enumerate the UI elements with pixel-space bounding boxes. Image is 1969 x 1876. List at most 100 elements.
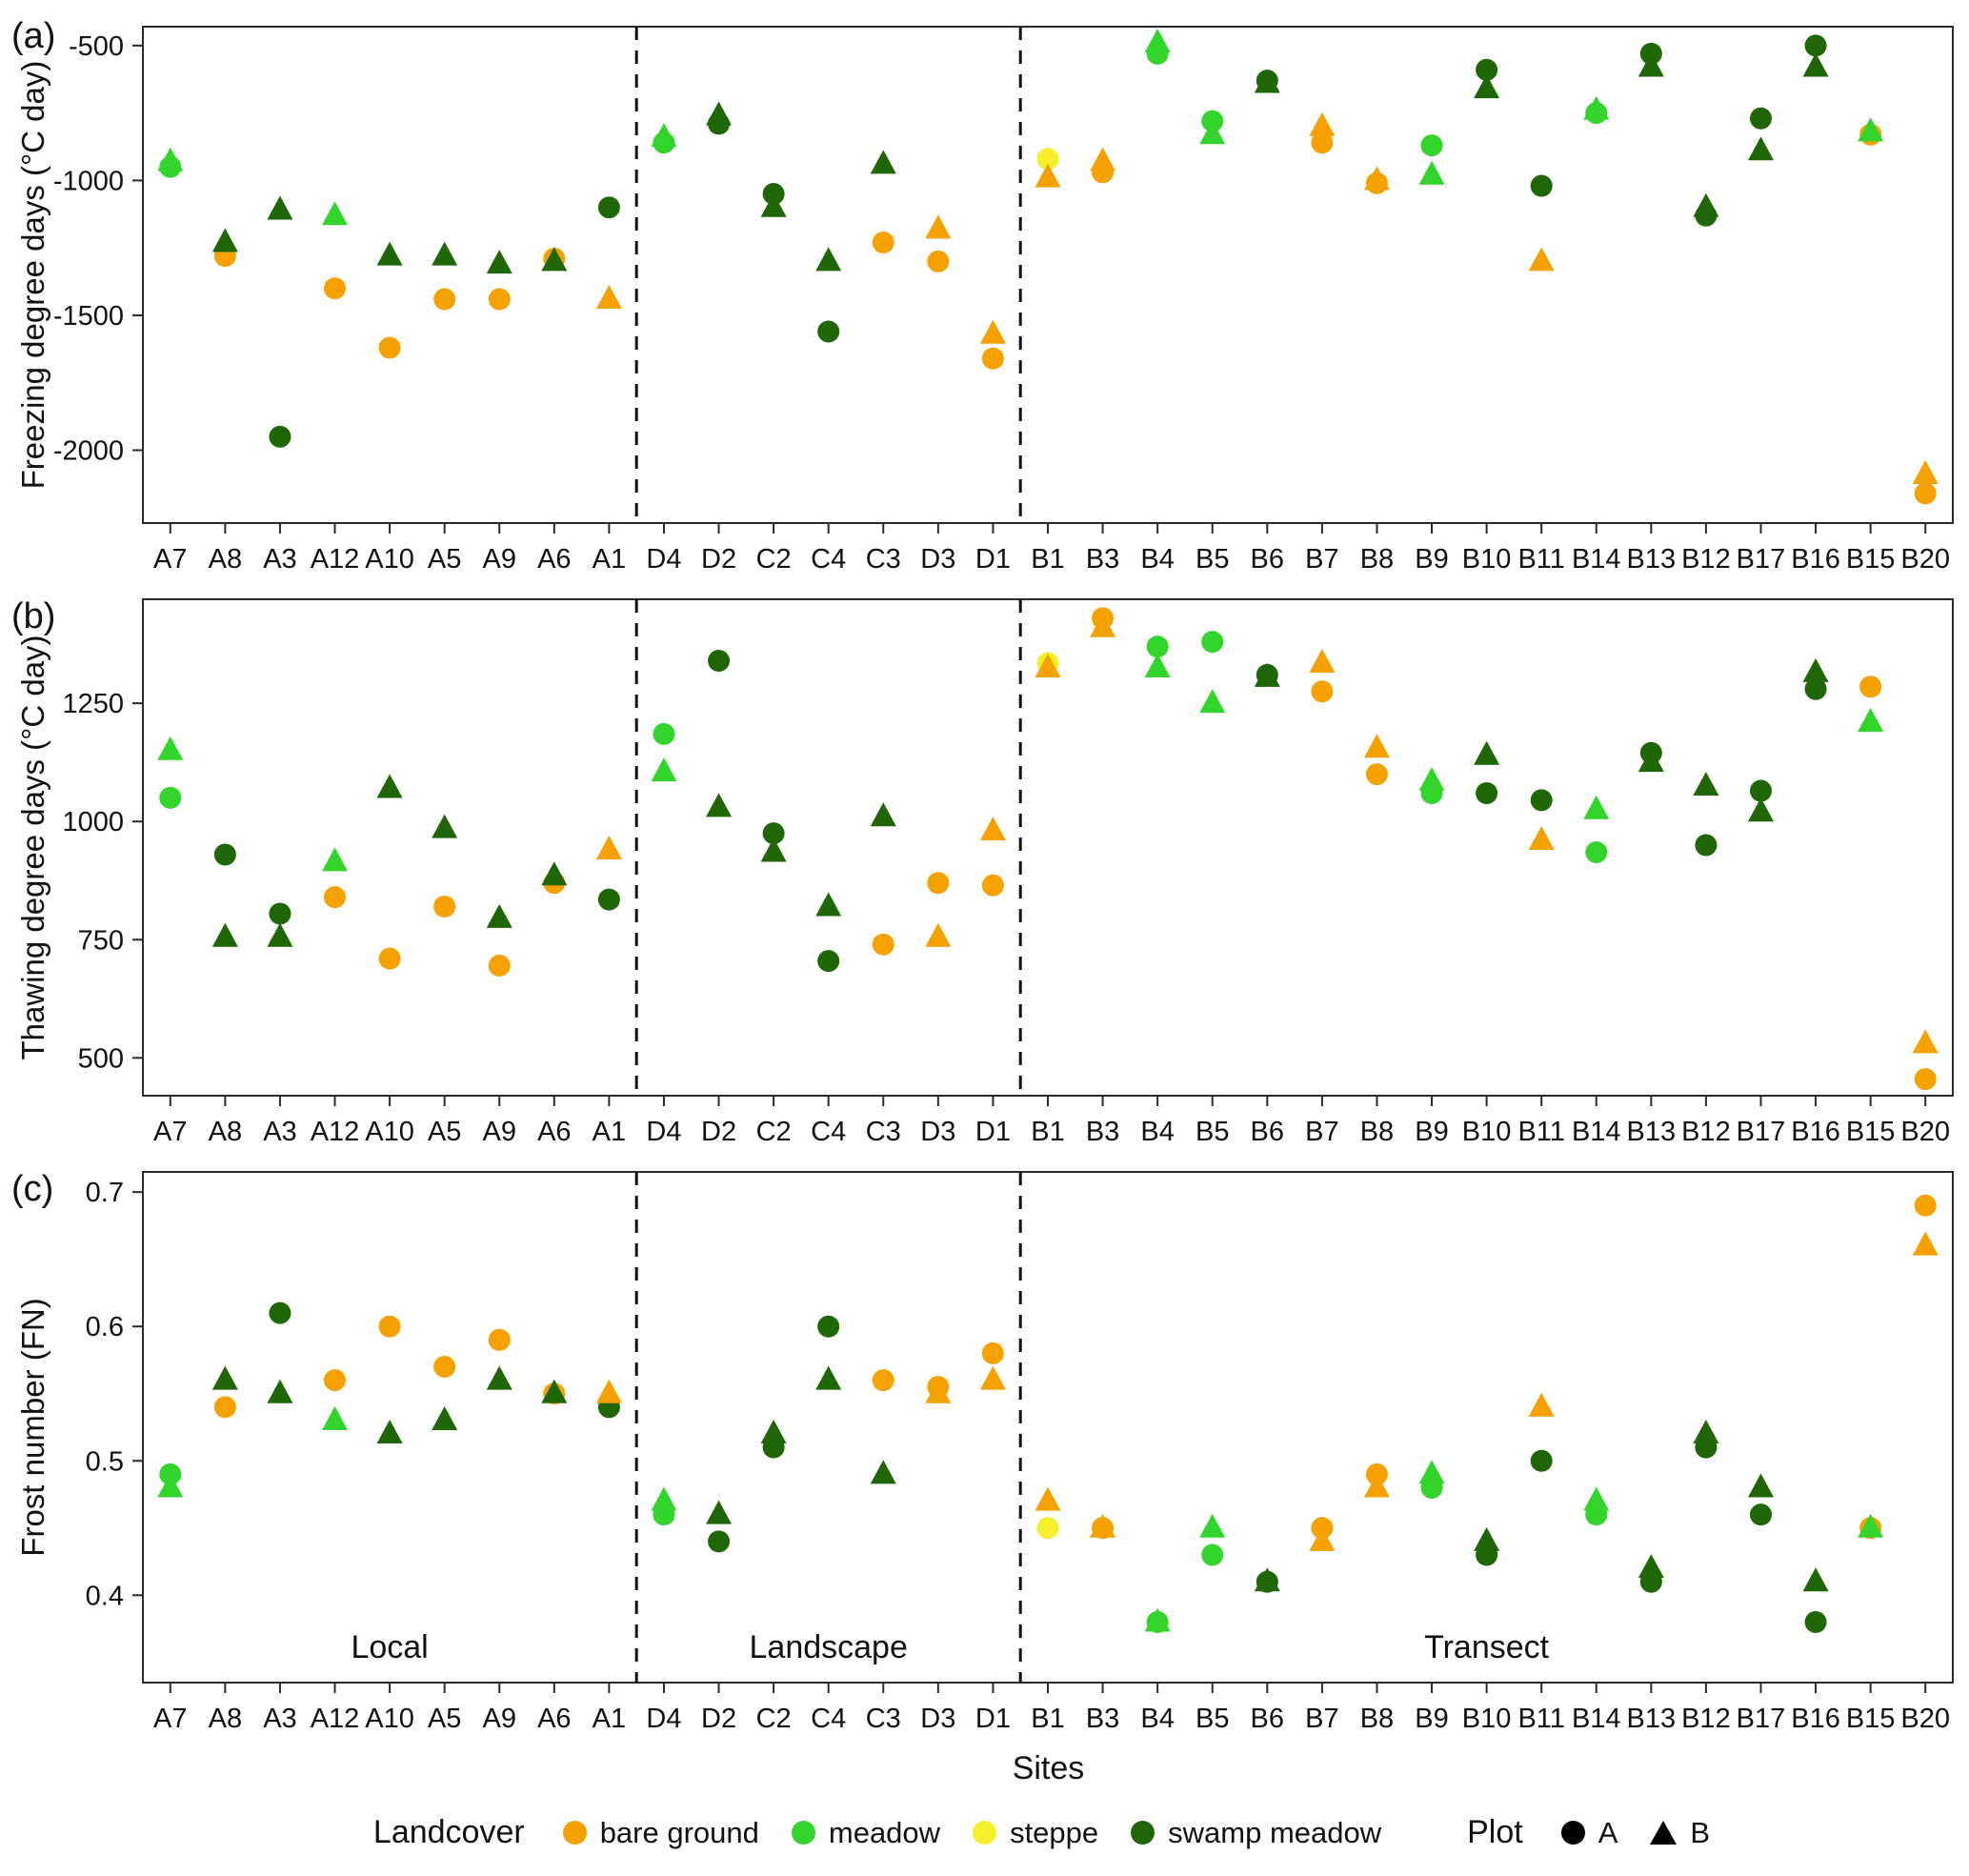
x-tick-label-B14: B14 xyxy=(1572,544,1621,575)
point-B8-B xyxy=(1363,734,1390,758)
point-A10-A xyxy=(378,1315,401,1338)
point-A6-B xyxy=(541,861,568,886)
x-tick-label-B14: B14 xyxy=(1572,1117,1621,1147)
plot-b-triangle-icon xyxy=(1650,1821,1678,1845)
x-tick-label-A9: A9 xyxy=(483,1117,516,1147)
point-B3-B xyxy=(1090,1513,1116,1538)
point-B7-B xyxy=(1309,111,1336,136)
point-A1-A xyxy=(597,888,620,911)
point-D4-A xyxy=(653,722,675,745)
x-tick-label-A5: A5 xyxy=(428,1117,461,1147)
legend-item-plot-a: A xyxy=(1560,1815,1618,1850)
point-B6-B xyxy=(1254,69,1280,93)
panel-b: (b) Thawing degree days (°C day) 500 750 100… xyxy=(0,584,1969,1157)
x-tick-label-B20: B20 xyxy=(1900,544,1950,575)
point-D1-A xyxy=(981,1341,1004,1364)
point-B11-A xyxy=(1530,789,1553,812)
panel-a-svg: (a) Freezing degree days (°C day) -500 -100… xyxy=(11,16,1954,575)
point-B17-B xyxy=(1747,136,1774,161)
point-B8-B xyxy=(1363,1473,1390,1498)
point-B8-B xyxy=(1363,166,1390,191)
point-A10-B xyxy=(376,774,403,798)
x-tick-label-D2: D2 xyxy=(701,544,736,575)
x-tick-label-B3: B3 xyxy=(1086,1704,1119,1734)
x-tick-label-B11: B11 xyxy=(1517,544,1564,575)
group-label-transect: Transect xyxy=(1424,1629,1550,1665)
x-tick-label-A6: A6 xyxy=(537,1117,571,1147)
x-tick-label-A3: A3 xyxy=(263,1117,296,1147)
point-A6-B xyxy=(541,1379,568,1403)
x-tick-label-B16: B16 xyxy=(1791,544,1840,575)
x-tick-label-A3: A3 xyxy=(263,1704,296,1734)
point-A10-B xyxy=(376,1420,403,1444)
x-tick-label-B6: B6 xyxy=(1251,1704,1284,1734)
point-B4-B xyxy=(1144,653,1171,677)
point-B10-B xyxy=(1474,740,1500,765)
point-D3-B xyxy=(925,1379,952,1403)
y-axis-label: Freezing degree days (°C day) xyxy=(15,61,50,490)
x-tick-label-A10: A10 xyxy=(365,1117,414,1147)
point-B7-B xyxy=(1309,648,1336,673)
legend-label-meadow: meadow xyxy=(828,1815,941,1849)
x-tick-label-C2: C2 xyxy=(756,544,792,575)
point-C3-A xyxy=(872,933,894,956)
point-B11-B xyxy=(1528,247,1555,272)
point-B10-A xyxy=(1476,58,1498,81)
point-C2-B xyxy=(760,192,787,217)
point-A3-A xyxy=(269,1301,291,1324)
x-tick-label-A10: A10 xyxy=(365,1704,414,1734)
point-A8-A xyxy=(213,1396,236,1419)
point-A12-B xyxy=(322,201,349,226)
point-D4-B xyxy=(651,1486,677,1511)
point-A3-A xyxy=(269,902,291,925)
y-tick-label: 750 xyxy=(78,925,124,956)
point-B11-A xyxy=(1530,1449,1553,1472)
legend-label-bare-ground: bare ground xyxy=(599,1815,759,1849)
point-D2-A xyxy=(708,650,731,673)
point-C3-B xyxy=(870,1460,896,1484)
point-A9-B xyxy=(486,250,512,274)
point-A8-B xyxy=(211,228,238,252)
point-A10-A xyxy=(378,336,401,359)
x-tick-label-B13: B13 xyxy=(1627,1704,1677,1734)
x-tick-label-B8: B8 xyxy=(1360,544,1394,575)
group-label-local: Local xyxy=(351,1629,428,1665)
x-tick-label-A12: A12 xyxy=(311,544,360,575)
x-tick-label-B20: B20 xyxy=(1900,1117,1950,1147)
plot-border xyxy=(142,598,1954,1097)
x-tick-label-B7: B7 xyxy=(1305,544,1338,575)
point-A9-B xyxy=(486,903,512,928)
x-tick-label-C3: C3 xyxy=(866,544,901,575)
x-tick-label-A5: A5 xyxy=(428,1704,461,1734)
point-B16-B xyxy=(1802,657,1829,682)
point-D3-B xyxy=(925,922,952,947)
point-A12-A xyxy=(324,277,347,300)
x-tick-label-B20: B20 xyxy=(1900,1704,1950,1734)
point-B13-B xyxy=(1637,748,1664,773)
y-tick-label: -1500 xyxy=(53,301,124,332)
x-tick-label-B11: B11 xyxy=(1517,1117,1564,1147)
point-B4-B xyxy=(1144,1607,1171,1632)
point-D3-A xyxy=(927,872,950,895)
x-tick-label-B12: B12 xyxy=(1681,1704,1731,1734)
point-B3-B xyxy=(1090,147,1116,171)
x-tick-label-B5: B5 xyxy=(1195,1704,1229,1734)
point-B14-B xyxy=(1583,95,1610,120)
x-tick-label-B7: B7 xyxy=(1305,1704,1338,1734)
point-D1-B xyxy=(979,319,1006,344)
point-B5-A xyxy=(1201,1543,1224,1566)
legend-label-plot-a: A xyxy=(1597,1815,1618,1849)
point-D2-B xyxy=(706,101,733,126)
panel-tag-b: (b) xyxy=(11,596,55,636)
point-B16-B xyxy=(1802,1567,1829,1592)
x-tick-label-C4: C4 xyxy=(811,1117,846,1147)
point-A3-B xyxy=(267,195,293,220)
point-B12-B xyxy=(1693,771,1719,796)
point-B9-B xyxy=(1418,1460,1445,1484)
point-A12-A xyxy=(324,886,347,909)
point-B12-B xyxy=(1693,1420,1719,1444)
x-tick-label-B17: B17 xyxy=(1737,544,1786,575)
point-B15-B xyxy=(1858,708,1884,733)
point-A12-B xyxy=(322,847,349,872)
point-B4-A xyxy=(1146,635,1169,658)
